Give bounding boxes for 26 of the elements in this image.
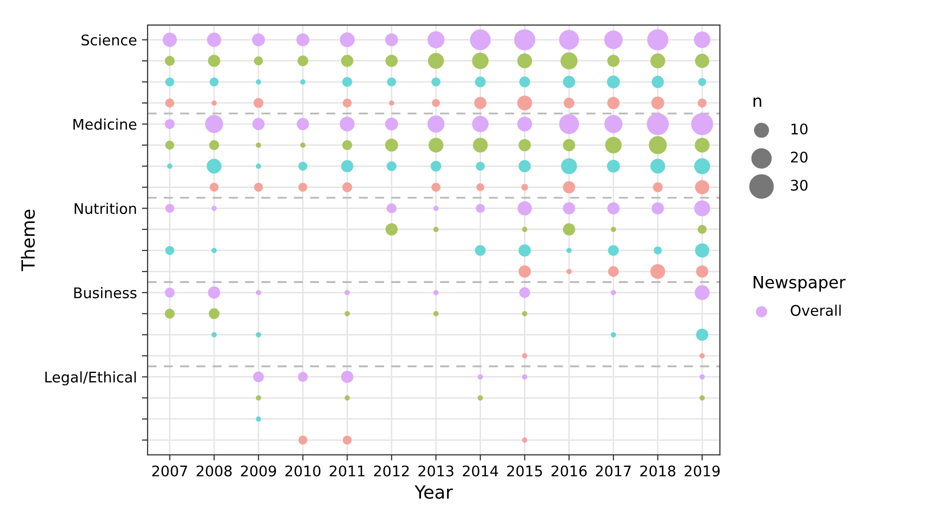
x-tick-label: 2008 [196, 465, 232, 476]
y-tick-label: Science [82, 34, 136, 46]
x-tick-label: 2011 [330, 465, 364, 476]
x-tick-label: 2014 [462, 465, 498, 476]
y-axis-title: Theme [20, 210, 35, 272]
x-tick-label: 2007 [152, 465, 188, 476]
legend-title: Newspaper [754, 276, 846, 292]
x-tick-label: 2010 [285, 465, 320, 476]
text: Overall [790, 304, 841, 316]
x-tick-label: 2012 [374, 465, 409, 476]
y-tick-label: Legal/Ethical [45, 371, 136, 386]
x-tick-label: 2019 [684, 465, 720, 476]
legend-label: 20 [790, 152, 808, 163]
legend-label: 30 [791, 180, 808, 191]
x-tick-label: 2015 [507, 465, 542, 476]
y-tick-label: Nutrition [74, 202, 136, 214]
x-tick-label: 2009 [241, 465, 276, 476]
x-tick-label: 2013 [418, 465, 454, 476]
x-tick-label: 2017 [596, 465, 631, 476]
y-tick-label: Business [74, 287, 136, 298]
y-tick-label: Medicine [73, 118, 136, 130]
x-tick-label: 2016 [552, 465, 587, 476]
legend-label: 10 [792, 124, 808, 135]
x-tick-label: 2018 [640, 465, 676, 476]
text: n [754, 97, 762, 107]
x-axis-title: Year [414, 485, 453, 499]
